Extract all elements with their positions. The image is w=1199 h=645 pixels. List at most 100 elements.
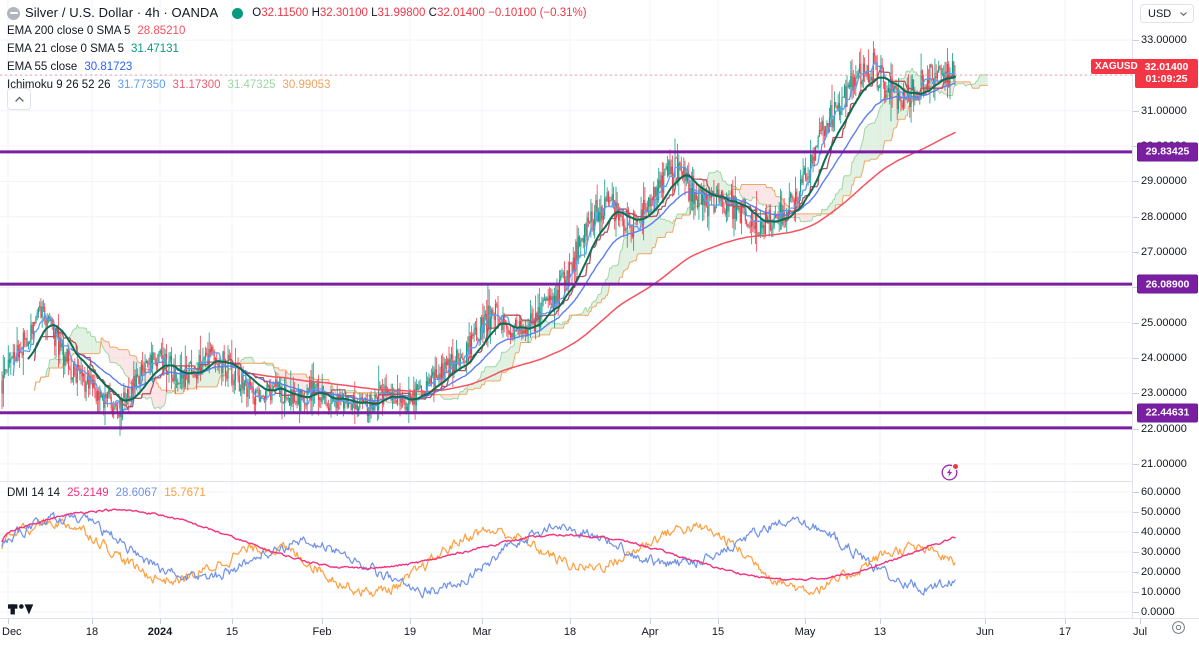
time-tick xyxy=(570,619,571,624)
time-tick xyxy=(1140,619,1141,624)
time-axis-label: 15 xyxy=(711,626,725,638)
time-axis-label: 18 xyxy=(85,626,99,638)
price-tick xyxy=(1133,287,1139,289)
chevron-up-icon xyxy=(14,96,24,102)
price-axis-label: 29.00000 xyxy=(1141,175,1187,188)
time-tick xyxy=(1065,619,1066,624)
dmi-axis-label: 10.0000 xyxy=(1141,586,1181,598)
dmi-tick xyxy=(1133,592,1139,593)
chart-title[interactable]: Silver / U.S. Dollar · 4h · OANDA xyxy=(25,5,219,20)
time-axis-label: Mar xyxy=(472,626,492,638)
currency-selector[interactable]: USD xyxy=(1140,4,1194,23)
dmi-tick xyxy=(1133,572,1139,573)
time-tick xyxy=(482,619,483,624)
price-axis[interactable]: USD 33.0000031.0000030.0000029.0000028.0… xyxy=(1091,0,1199,618)
eye-icon[interactable] xyxy=(232,7,244,19)
indicator-legend-rows: EMA 200 close 0 SMA 5 28.85210 EMA 21 clos… xyxy=(7,22,587,94)
close-value: 32.01400 xyxy=(436,7,485,19)
price-tick xyxy=(1133,357,1139,359)
indicator-value: 31.47131 xyxy=(130,43,179,55)
gear-icon[interactable] xyxy=(1171,620,1186,640)
price-axis-label: 25.00000 xyxy=(1141,316,1187,329)
dmi-axis-label: 50.0000 xyxy=(1141,506,1181,518)
time-tick xyxy=(232,619,233,624)
low-key: L xyxy=(371,7,378,19)
time-tick xyxy=(160,619,161,624)
price-tick xyxy=(1133,252,1139,253)
symbol-row[interactable]: Silver / U.S. Dollar · 4h · OANDA O32.11… xyxy=(7,4,587,22)
symbol-price-tag: XAGUSD xyxy=(1091,58,1142,74)
indicator-values: 28.85210 xyxy=(130,22,185,40)
change-value: −0.10100 (−0.31%) xyxy=(488,7,587,19)
time-axis-label: 2024 xyxy=(147,626,173,638)
indicator-row-1[interactable]: EMA 21 close 0 SMA 5 31.47131 xyxy=(7,40,587,58)
price-tick xyxy=(1133,40,1139,42)
collapse-legend-button[interactable] xyxy=(7,88,31,110)
dmi-axis-label: 0.0000 xyxy=(1141,606,1175,618)
candlesticks xyxy=(1,41,956,436)
dmi-name[interactable]: DMI 14 14 xyxy=(7,487,61,499)
chart-legend: Silver / U.S. Dollar · 4h · OANDA O32.11… xyxy=(7,4,587,94)
time-tick xyxy=(92,619,93,624)
indicator-value: 30.99053 xyxy=(282,79,331,91)
currency-label: USD xyxy=(1148,7,1172,20)
dmi-tick xyxy=(1133,532,1139,533)
chart-plot-area[interactable] xyxy=(0,0,1132,618)
time-tick xyxy=(880,619,881,624)
price-tick xyxy=(1133,181,1139,183)
indicator-value: 31.47325 xyxy=(227,79,276,91)
last-price-value: 32.01400 xyxy=(1144,60,1189,73)
price-tick xyxy=(1133,428,1139,430)
chevron-down-icon xyxy=(1180,12,1187,16)
price-axis-label: 21.00000 xyxy=(1141,457,1187,470)
indicator-values: 30.81723 xyxy=(77,58,132,76)
bar-countdown: 01:09:25 xyxy=(1145,72,1188,85)
time-axis-label: Jun xyxy=(976,626,994,638)
time-axis-label: Dec xyxy=(2,626,22,638)
price-tick xyxy=(1133,463,1139,465)
indicator-row-3[interactable]: Ichimoku 9 26 52 26 31.77350 31.17300 31.47… xyxy=(7,76,587,94)
indicator-values: 31.47131 xyxy=(124,40,179,58)
time-axis-label: Jul xyxy=(1132,626,1148,638)
indicator-values: 31.77350 31.17300 31.47325 30.99053 xyxy=(111,76,331,94)
high-key: H xyxy=(311,7,320,19)
dmi-axis-label: 60.0000 xyxy=(1141,486,1181,498)
indicator-name: EMA 55 close xyxy=(7,61,78,73)
level-price-tag[interactable]: 26.08900 xyxy=(1137,274,1198,294)
level-price-tag[interactable]: 29.83425 xyxy=(1137,142,1198,162)
indicator-row-0[interactable]: EMA 200 close 0 SMA 5 28.85210 xyxy=(7,22,587,40)
time-axis-label: 17 xyxy=(1058,626,1072,638)
time-axis-label: 18 xyxy=(563,626,577,638)
dmi-value: 15.7671 xyxy=(164,487,206,499)
price-axis-label: 22.00000 xyxy=(1141,422,1187,435)
time-tick xyxy=(8,619,9,624)
lightning-bolt-icon[interactable] xyxy=(941,463,959,486)
indicator-value: 30.81723 xyxy=(84,61,133,73)
dmi-axis-label: 30.0000 xyxy=(1141,546,1181,558)
price-axis-label: 33.00000 xyxy=(1141,34,1187,47)
indicator-value: 31.17300 xyxy=(172,79,221,91)
last-price-tag[interactable]: 32.01400 01:09:25 xyxy=(1135,58,1198,88)
ohlc-values: O32.11500 H32.30100 L31.99800 C32.01400 … xyxy=(252,4,586,22)
indicator-name: Ichimoku 9 26 52 26 xyxy=(7,79,111,91)
price-chart-svg xyxy=(0,0,1132,618)
price-tick xyxy=(1133,322,1139,324)
time-axis[interactable]: Dec 18 2024 15 Feb 19 Mar 18 Apr 15 May 13 Jun 17 Jul xyxy=(0,618,1199,645)
time-tick xyxy=(985,619,986,624)
high-value: 32.30100 xyxy=(319,7,368,19)
price-axis-label: 27.00000 xyxy=(1141,246,1187,258)
price-tick xyxy=(1133,216,1139,218)
price-axis-label: 24.00000 xyxy=(1141,351,1187,364)
low-value: 31.99800 xyxy=(377,7,426,19)
price-tick xyxy=(1133,146,1139,148)
dmi-tick xyxy=(1133,552,1139,553)
time-tick xyxy=(805,619,806,624)
alert-badge-dot xyxy=(952,463,959,470)
tradingview-logo[interactable] xyxy=(8,598,34,620)
level-price-tag[interactable]: 22.44631 xyxy=(1137,403,1198,423)
price-axis-label: 31.00000 xyxy=(1141,104,1187,117)
time-axis-label: 15 xyxy=(225,626,239,638)
time-tick xyxy=(322,619,323,624)
indicator-row-2[interactable]: EMA 55 close 30.81723 xyxy=(7,58,587,76)
indicator-value: 31.77350 xyxy=(117,79,166,91)
